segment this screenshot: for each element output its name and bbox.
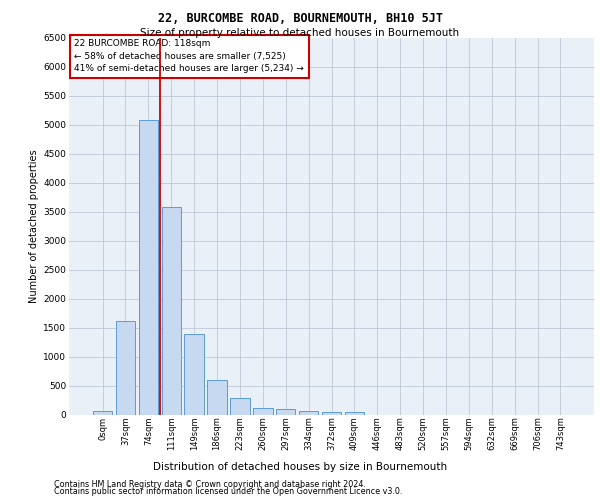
Bar	[276, 409, 295, 415]
Bar	[184, 334, 204, 415]
Text: 22, BURCOMBE ROAD, BOURNEMOUTH, BH10 5JT: 22, BURCOMBE ROAD, BOURNEMOUTH, BH10 5JT	[157, 12, 443, 26]
Y-axis label: Number of detached properties: Number of detached properties	[29, 150, 39, 303]
Text: 22 BURCOMBE ROAD: 118sqm
← 58% of detached houses are smaller (7,525)
41% of sem: 22 BURCOMBE ROAD: 118sqm ← 58% of detach…	[74, 40, 304, 74]
Bar	[253, 408, 272, 415]
Bar	[116, 320, 135, 415]
Bar	[230, 398, 250, 415]
Bar	[208, 380, 227, 415]
Bar	[161, 208, 181, 415]
Bar	[322, 412, 341, 415]
Text: Distribution of detached houses by size in Bournemouth: Distribution of detached houses by size …	[153, 462, 447, 472]
Bar	[93, 410, 112, 415]
Text: Size of property relative to detached houses in Bournemouth: Size of property relative to detached ho…	[140, 28, 460, 38]
Bar	[139, 120, 158, 415]
Bar	[344, 412, 364, 415]
Bar	[299, 410, 319, 415]
Text: Contains public sector information licensed under the Open Government Licence v3: Contains public sector information licen…	[54, 487, 403, 496]
Text: Contains HM Land Registry data © Crown copyright and database right 2024.: Contains HM Land Registry data © Crown c…	[54, 480, 366, 489]
